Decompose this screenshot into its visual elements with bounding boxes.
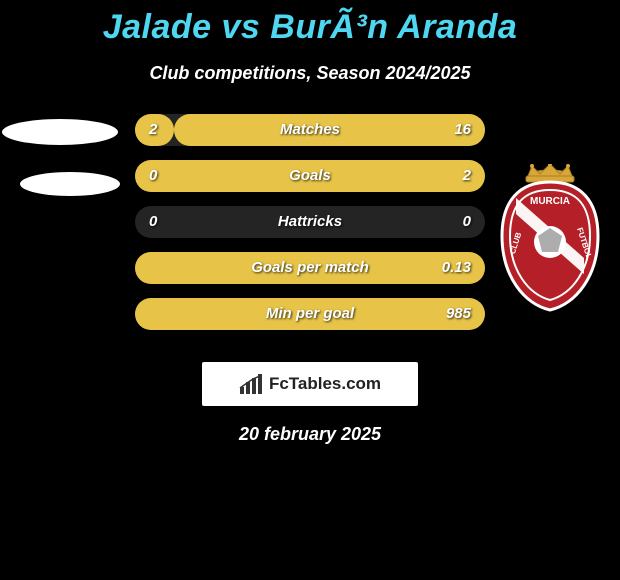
stat-value-right: 985 <box>446 298 471 330</box>
crest-text-top: MURCIA <box>530 196 570 207</box>
stat-row: Goals per match0.13 <box>135 252 485 284</box>
subtitle: Club competitions, Season 2024/2025 <box>0 63 620 84</box>
stat-value-right: 0.13 <box>442 252 471 284</box>
stat-value-right: 2 <box>463 160 471 192</box>
date-text: 20 february 2025 <box>0 424 620 445</box>
stat-value-right: 16 <box>454 114 471 146</box>
stats-list: Matches216Goals02Hattricks00Goals per ma… <box>135 114 485 344</box>
stat-label: Goals per match <box>135 252 485 284</box>
stat-row: Min per goal985 <box>135 298 485 330</box>
stat-row: Goals0 2 <box>135 160 485 192</box>
stat-value-left: 0 <box>149 160 157 192</box>
comparison-panel: MURCIA CLUB FUTBOL Matches216Goals02Hatt… <box>0 114 620 354</box>
left-logo-placeholder-1 <box>2 119 118 145</box>
left-logo-placeholder-2 <box>20 172 120 196</box>
watermark: FcTables.com <box>202 362 418 406</box>
stat-row: Matches2 16 <box>135 114 485 146</box>
stat-value-right: 0 <box>463 206 471 238</box>
bar-chart-icon <box>239 373 265 395</box>
right-club-crest: MURCIA CLUB FUTBOL <box>500 164 600 312</box>
stat-label: Min per goal <box>135 298 485 330</box>
watermark-text: FcTables.com <box>269 374 381 394</box>
stat-label: Matches <box>135 114 485 146</box>
stat-label: Goals <box>135 160 485 192</box>
stat-value-left: 2 <box>149 114 157 146</box>
page-title: Jalade vs BurÃ³n Aranda <box>0 0 620 47</box>
stat-label: Hattricks <box>135 206 485 238</box>
stat-value-left: 0 <box>149 206 157 238</box>
stat-row: Hattricks0 0 <box>135 206 485 238</box>
